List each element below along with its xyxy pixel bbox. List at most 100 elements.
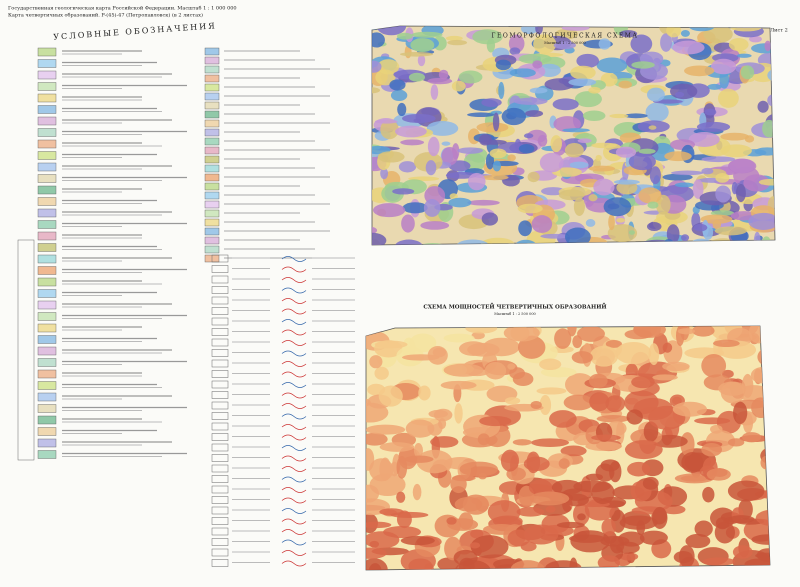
- thickness-zone: [374, 366, 389, 380]
- map-unit: [449, 193, 458, 200]
- thickness-zone: [600, 459, 620, 472]
- thickness-zone: [536, 387, 567, 395]
- map-unit: [400, 139, 425, 146]
- symbol: [281, 434, 307, 441]
- legend-swatch: [37, 151, 57, 160]
- map-unit: [476, 122, 509, 133]
- legend-swatch: [204, 83, 220, 92]
- map-unit: [608, 214, 615, 231]
- map-unit: [408, 72, 426, 82]
- legend-swatch: [37, 381, 57, 390]
- map-unit: [618, 80, 632, 89]
- map-unit: [649, 166, 661, 185]
- thickness-zone: [512, 439, 532, 446]
- map-unit: [761, 236, 772, 245]
- symbol: [281, 529, 307, 535]
- legend-swatch: [204, 92, 220, 101]
- legend-swatch: [37, 185, 57, 195]
- map-unit: [733, 26, 764, 38]
- thickness-zone: [558, 458, 570, 469]
- thickness-zone: [624, 440, 663, 460]
- thickness-zone: [732, 545, 753, 559]
- scheme-title: ГЕОМОРФОЛОГИЧЕСКАЯ СХЕМА: [492, 33, 639, 40]
- thickness-zone: [715, 517, 730, 530]
- thickness-zone: [401, 354, 440, 361]
- map-unit: [423, 199, 441, 217]
- symbol: [281, 413, 307, 420]
- map-unit: [489, 148, 507, 159]
- legend-swatch: [204, 47, 220, 56]
- map-unit: [532, 60, 543, 69]
- thickness-zone: [484, 362, 507, 380]
- map-unit: [507, 154, 516, 162]
- map-unit: [664, 151, 692, 162]
- symbol: [281, 497, 307, 504]
- map-unit: [607, 224, 638, 243]
- map-unit: [648, 125, 657, 130]
- map-unit: [539, 152, 564, 173]
- symbol: [281, 340, 307, 346]
- symbol-box: [211, 454, 229, 462]
- map-unit: [564, 227, 591, 245]
- legend-swatch: [37, 415, 57, 425]
- map-unit: [638, 187, 662, 204]
- map-unit: [588, 165, 616, 172]
- thickness-zone: [366, 521, 392, 529]
- thickness-zone: [430, 436, 459, 448]
- thickness-zone: [437, 557, 459, 570]
- thickness-zone: [551, 479, 583, 495]
- map-unit: [701, 167, 714, 175]
- thickness-zone: [727, 438, 745, 447]
- map-unit: [401, 113, 436, 123]
- map-unit: [390, 89, 408, 102]
- thickness-zone: [465, 326, 498, 334]
- thickness-zone: [672, 401, 707, 417]
- legend-swatch: [37, 404, 57, 413]
- legend-swatch: [37, 231, 57, 241]
- map-unit: [456, 239, 489, 245]
- map-unit: [647, 201, 659, 209]
- thickness-zone: [648, 343, 660, 366]
- symbol: [281, 350, 307, 357]
- map-unit: [441, 141, 451, 146]
- map-unit: [562, 128, 590, 133]
- map-unit: [509, 47, 521, 56]
- legend-swatch: [37, 312, 57, 321]
- thickness-zone: [577, 513, 586, 521]
- map-unit: [577, 138, 592, 144]
- symbol-box: [211, 485, 229, 494]
- symbol-box: [211, 548, 229, 557]
- thickness-zone: [597, 555, 620, 570]
- thickness-zone: [733, 401, 748, 425]
- map-unit: [670, 83, 698, 100]
- map-unit: [666, 26, 682, 38]
- thickness-zone: [619, 552, 639, 561]
- map-unit: [680, 29, 690, 37]
- thickness-zone: [471, 331, 485, 340]
- map-unit: [595, 154, 602, 162]
- thickness-zone: [416, 449, 453, 474]
- map-unit: [630, 34, 653, 54]
- symbol-box: [211, 275, 229, 284]
- map-unit: [426, 121, 459, 136]
- symbol-box: [211, 338, 229, 347]
- legend-swatch: [204, 182, 220, 191]
- map-unit: [638, 241, 650, 245]
- thickness-zone: [523, 456, 550, 472]
- map-unit: [660, 33, 672, 52]
- thickness-zone: [710, 424, 723, 434]
- map-unit: [518, 53, 552, 64]
- thickness-zone: [591, 481, 615, 505]
- map-unit: [525, 110, 544, 117]
- thickness-zone: [702, 557, 736, 566]
- map-unit: [711, 58, 737, 75]
- map-unit: [717, 88, 739, 108]
- map-unit: [561, 26, 590, 31]
- map-unit: [485, 153, 495, 170]
- map-unit: [467, 199, 500, 206]
- map-unit: [714, 226, 748, 236]
- thickness-zone: [405, 419, 435, 438]
- legend-swatch: [204, 191, 220, 200]
